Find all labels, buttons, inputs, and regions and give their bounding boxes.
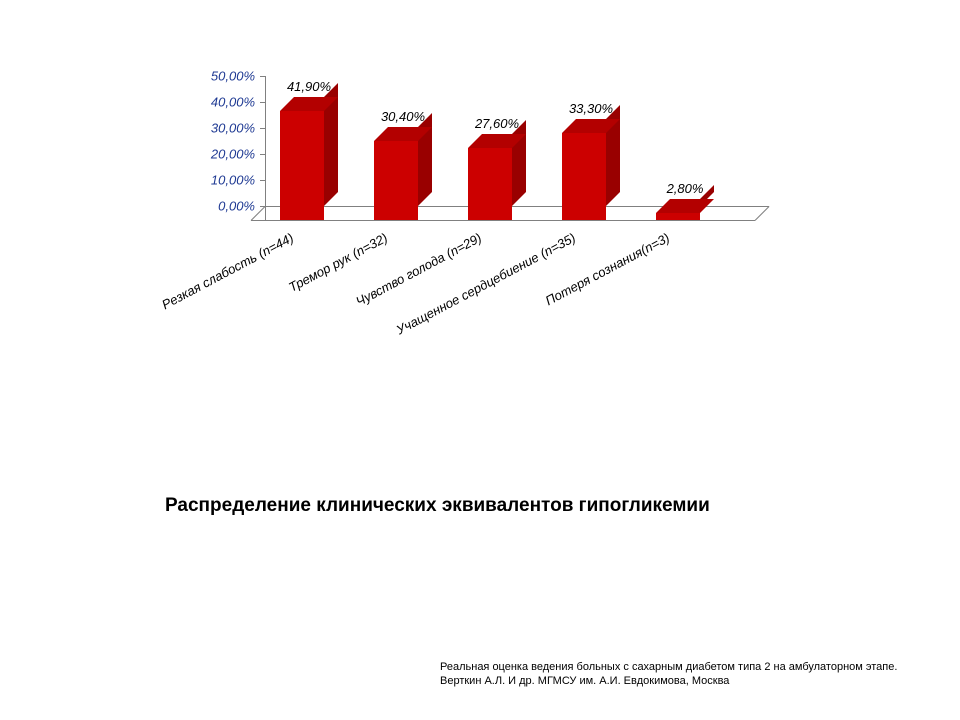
y-tick-mark: [260, 102, 265, 103]
bar-top: [656, 199, 714, 213]
y-tick-label: 40,00%: [185, 95, 255, 110]
y-axis-line: [265, 76, 266, 220]
y-tick-mark: [260, 76, 265, 77]
y-tick-label: 10,00%: [185, 173, 255, 188]
bar-value-label: 41,90%: [287, 79, 331, 94]
y-tick-label: 20,00%: [185, 147, 255, 162]
bar-front: [562, 133, 606, 220]
y-tick-mark: [260, 154, 265, 155]
floor-front-line: [251, 220, 755, 221]
footnote-text: Реальная оценка ведения больных с сахарн…: [440, 660, 940, 689]
floor-right-diagonal: [755, 206, 770, 221]
category-label: Учащенное сердцебиение (n=35): [394, 230, 578, 337]
chart-title: Распределение клинических эквивалентов г…: [165, 495, 710, 517]
slide: 0,00% 10,00% 20,00% 30,00% 40,00% 50,00% 41,90…: [0, 0, 960, 720]
bar-front: [280, 111, 324, 220]
y-tick-label: 0,00%: [185, 199, 255, 214]
y-tick-label: 30,00%: [185, 121, 255, 136]
bar-front: [374, 141, 418, 220]
bar-value-label: 30,40%: [381, 109, 425, 124]
category-label: Резкая слабость (n=44): [159, 230, 296, 312]
y-tick-mark: [260, 128, 265, 129]
bar-front: [656, 213, 700, 220]
y-tick-mark: [260, 180, 265, 181]
y-tick-label: 50,00%: [185, 69, 255, 84]
bar-front: [468, 148, 512, 220]
bar-value-label: 2,80%: [667, 181, 704, 196]
bar-value-label: 33,30%: [569, 101, 613, 116]
bar-chart-3d: 0,00%10,00%20,00%30,00%40,00%50,00%41,90…: [200, 70, 820, 370]
bar-value-label: 27,60%: [475, 116, 519, 131]
